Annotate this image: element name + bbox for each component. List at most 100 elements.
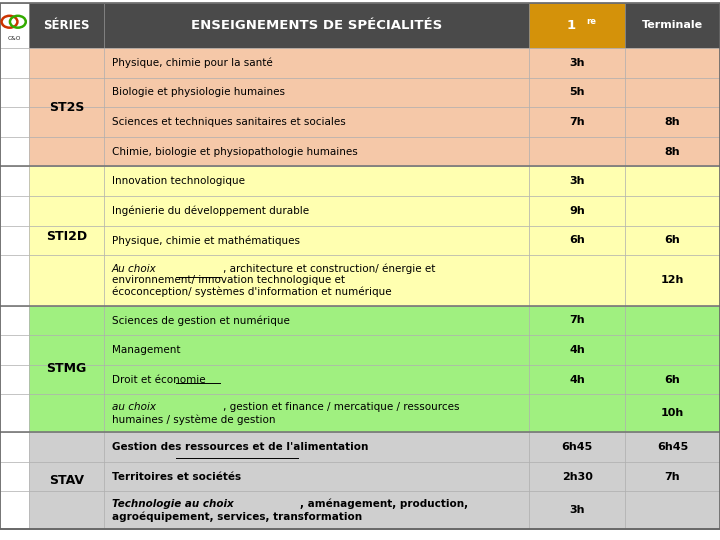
Bar	[104, 226, 529, 255]
Text: 3h: 3h	[570, 176, 585, 186]
Bar	[529, 491, 625, 529]
Text: STMG: STMG	[47, 362, 86, 375]
Text: Terminale: Terminale	[642, 21, 703, 30]
Bar	[0, 107, 29, 137]
Text: re: re	[587, 17, 596, 25]
Bar	[29, 107, 104, 137]
Bar	[0, 394, 29, 432]
Bar	[625, 432, 720, 462]
Text: Biologie et physiologie humaines: Biologie et physiologie humaines	[112, 87, 284, 97]
Text: Territoires et sociétés: Territoires et sociétés	[112, 471, 240, 482]
Text: 7h: 7h	[570, 315, 585, 326]
Text: 12h: 12h	[661, 275, 684, 286]
Bar	[529, 137, 625, 166]
Bar	[104, 137, 529, 166]
Text: 6h45: 6h45	[562, 442, 593, 452]
Bar	[625, 255, 720, 306]
Bar	[529, 78, 625, 107]
Text: Sciences de gestion et numérique: Sciences de gestion et numérique	[112, 315, 289, 326]
Bar	[29, 462, 104, 491]
Text: 4h: 4h	[570, 375, 585, 384]
Bar	[529, 107, 625, 137]
Bar	[104, 394, 529, 432]
Bar	[625, 365, 720, 394]
Bar	[529, 306, 625, 335]
Text: 7h: 7h	[570, 117, 585, 127]
Bar	[29, 226, 104, 255]
Bar	[625, 48, 720, 78]
Text: , aménagement, production,: , aménagement, production,	[300, 498, 469, 509]
Bar	[0, 226, 29, 255]
Text: 10h: 10h	[661, 408, 684, 418]
Bar	[529, 255, 625, 306]
Bar	[104, 491, 529, 529]
Bar	[0, 432, 29, 462]
Bar	[625, 335, 720, 365]
Bar	[29, 432, 104, 462]
Bar	[29, 137, 104, 166]
Bar	[625, 107, 720, 137]
Bar	[529, 432, 625, 462]
Bar	[625, 78, 720, 107]
Text: , gestion et finance / mercatique / ressources: , gestion et finance / mercatique / ress…	[222, 402, 459, 411]
Bar	[104, 365, 529, 394]
Text: Chimie, biologie et physiopathologie humaines: Chimie, biologie et physiopathologie hum…	[112, 147, 357, 157]
Text: agroéquipement, services, transformation: agroéquipement, services, transformation	[112, 512, 361, 522]
Bar	[104, 432, 529, 462]
Text: ST2S: ST2S	[49, 101, 84, 114]
Text: 4h: 4h	[570, 345, 585, 355]
Bar	[529, 365, 625, 394]
Bar	[0, 462, 29, 491]
Text: , architecture et construction/ énergie et: , architecture et construction/ énergie …	[223, 264, 436, 274]
Bar	[529, 196, 625, 226]
Text: 8h: 8h	[665, 147, 680, 157]
Bar	[29, 166, 104, 196]
Text: humaines / système de gestion: humaines / système de gestion	[112, 415, 275, 425]
Bar	[29, 48, 104, 78]
Text: SÉRIES: SÉRIES	[43, 19, 90, 32]
Bar	[625, 394, 720, 432]
Bar	[104, 166, 529, 196]
Text: écoconception/ systèmes d'information et numérique: écoconception/ systèmes d'information et…	[112, 287, 391, 298]
Bar	[104, 306, 529, 335]
Text: environnement/ innovation technologique et: environnement/ innovation technologique …	[112, 275, 345, 286]
Bar	[625, 196, 720, 226]
Text: Droit et économie: Droit et économie	[112, 375, 205, 384]
Bar	[0, 137, 29, 166]
Bar	[29, 394, 104, 432]
Text: 6h: 6h	[570, 235, 585, 246]
Bar	[529, 226, 625, 255]
Bar	[0, 3, 29, 48]
Bar	[104, 335, 529, 365]
Text: 1: 1	[567, 19, 576, 32]
Bar	[0, 196, 29, 226]
Text: Management: Management	[112, 345, 180, 355]
Bar	[0, 78, 29, 107]
Bar	[625, 137, 720, 166]
Text: 9h: 9h	[570, 206, 585, 216]
Text: 5h: 5h	[570, 87, 585, 97]
Bar	[529, 48, 625, 78]
Bar	[625, 306, 720, 335]
Text: ENSEIGNEMENTS DE SPÉCIALITÉS: ENSEIGNEMENTS DE SPÉCIALITÉS	[192, 19, 442, 32]
Text: 6h: 6h	[665, 235, 680, 246]
Bar	[29, 3, 104, 48]
Bar	[29, 78, 104, 107]
Bar	[625, 166, 720, 196]
Text: 2h30: 2h30	[562, 471, 593, 482]
Bar	[29, 255, 104, 306]
Text: Ingénierie du développement durable: Ingénierie du développement durable	[112, 206, 309, 216]
Text: 3h: 3h	[570, 58, 585, 68]
Text: Physique, chimie et mathématiques: Physique, chimie et mathématiques	[112, 235, 300, 246]
Bar	[529, 394, 625, 432]
Text: au choix: au choix	[112, 402, 156, 411]
Bar	[529, 335, 625, 365]
Bar	[29, 365, 104, 394]
Bar	[0, 166, 29, 196]
Text: Technologie au choix: Technologie au choix	[112, 499, 233, 509]
Text: C&O: C&O	[8, 36, 21, 40]
Bar	[104, 78, 529, 107]
Bar	[625, 3, 720, 48]
Bar	[0, 306, 29, 335]
Bar	[625, 491, 720, 529]
